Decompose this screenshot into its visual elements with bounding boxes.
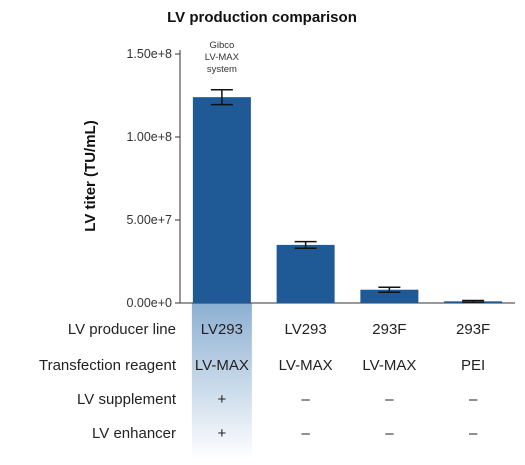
table-cell: – — [469, 391, 478, 408]
bar-annotation: system — [207, 64, 237, 75]
table-cell: 293F — [456, 321, 490, 338]
table-cell: + — [217, 391, 226, 408]
table-cell: PEI — [461, 357, 485, 374]
table-row-label: Transfection reagent — [39, 357, 177, 374]
table-row-label: LV producer line — [68, 321, 176, 338]
bar-annotation: Gibco — [209, 40, 234, 51]
table-cell: – — [301, 391, 310, 408]
y-axis-label: LV titer (TU/mL) — [82, 120, 99, 231]
table-row-label: LV enhancer — [92, 425, 176, 442]
table-cell: LV293 — [284, 321, 326, 338]
chart-title: LV production comparison — [167, 9, 357, 26]
table-cell: LV-MAX — [362, 357, 416, 374]
table-cell: LV-MAX — [195, 357, 249, 374]
table-cell: LV293 — [201, 321, 243, 338]
y-tick-label: 5.00e+7 — [126, 213, 172, 227]
table-cell: – — [385, 425, 394, 442]
bar — [192, 97, 251, 303]
table-cell: – — [385, 391, 394, 408]
highlight-column — [191, 303, 252, 460]
table-cell: 293F — [372, 321, 406, 338]
table-row-label: LV supplement — [77, 391, 177, 408]
table-cell: – — [301, 425, 310, 442]
table-cell: LV-MAX — [279, 357, 333, 374]
bar — [276, 244, 335, 303]
table-cell: – — [469, 425, 478, 442]
y-tick-label: 1.00e+8 — [126, 130, 172, 144]
bar — [360, 289, 419, 303]
y-tick-label: 1.50e+8 — [126, 47, 172, 61]
bar-annotation: LV-MAX — [205, 52, 240, 63]
y-tick-label: 0.00e+0 — [126, 296, 172, 310]
table-cell: + — [217, 425, 226, 442]
